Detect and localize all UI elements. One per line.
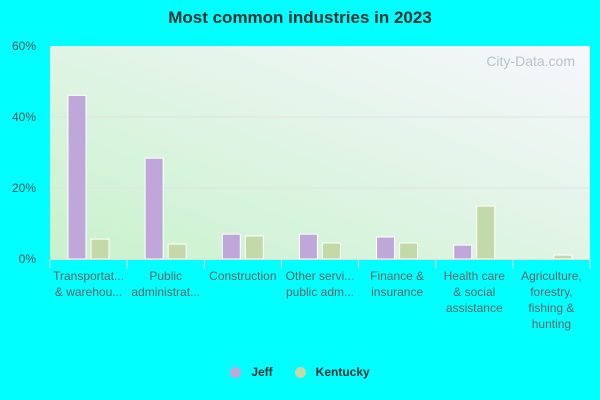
x-tick-label-line: & social — [453, 285, 495, 299]
bar-jeff — [144, 157, 164, 260]
y-tick-label: 0% — [19, 252, 37, 266]
x-tick-label-line: Finance & — [370, 269, 424, 283]
x-tick-label-line: forestry, — [530, 285, 572, 299]
bar-chart: City-Data.com Transportat... & warehou...… — [12, 39, 591, 331]
x-tick-label-line: insurance — [371, 285, 423, 299]
x-tick-label: Finance & insurance — [370, 269, 424, 299]
x-tick-label-line: Public — [149, 269, 182, 283]
x-tick-label-line: Construction — [209, 269, 276, 283]
y-tick-label: 20% — [12, 181, 36, 195]
x-tick-label: Construction — [209, 269, 276, 283]
bar-kentucky — [399, 242, 419, 260]
x-tick-label-line: Other servi... — [286, 269, 355, 283]
bar-kentucky — [321, 242, 341, 260]
x-tick-label-line: administrat... — [131, 285, 200, 299]
bar-kentucky — [476, 205, 496, 260]
x-tick-label: Transportat... & warehou... — [53, 269, 124, 299]
plot-background — [50, 46, 590, 259]
x-tick-label-line: assistance — [446, 301, 503, 315]
x-tick-label: Public administrat... — [131, 269, 200, 299]
x-tick-label-line: public adm... — [286, 285, 354, 299]
bar-jeff — [67, 94, 87, 260]
bar-jeff — [376, 236, 396, 260]
x-tick-label: Agriculture, forestry, fishing & hunting — [521, 269, 582, 331]
y-tick-label: 40% — [12, 110, 36, 124]
legend-swatch-kentucky — [294, 366, 306, 378]
bar-kentucky — [167, 243, 187, 260]
legend-item-kentucky[interactable]: Kentucky — [294, 365, 370, 379]
bar-jeff — [298, 233, 318, 260]
x-tick-label-line: hunting — [532, 317, 571, 331]
x-tick-label-line: Agriculture, — [521, 269, 582, 283]
bar-kentucky — [553, 254, 573, 260]
bar-kentucky — [90, 238, 110, 260]
x-tick-label: Other servi... public adm... — [286, 269, 355, 299]
y-tick-label: 60% — [12, 39, 36, 53]
bar-kentucky — [244, 235, 264, 260]
bar-jeff — [221, 233, 241, 260]
x-tick-label-line: fishing & — [528, 301, 574, 315]
x-tick-label-line: Transportat... — [53, 269, 124, 283]
bar-jeff — [453, 244, 473, 260]
x-tick-label-line: & warehou... — [55, 285, 122, 299]
watermark: City-Data.com — [486, 53, 575, 69]
legend-label-kentucky: Kentucky — [315, 365, 370, 379]
x-tick-label-line: Health care — [444, 269, 506, 283]
x-tick-label: Health care & social assistance — [444, 269, 506, 315]
legend: Jeff Kentucky — [0, 365, 600, 379]
legend-swatch-jeff — [230, 366, 242, 378]
legend-label-jeff: Jeff — [251, 365, 273, 379]
chart-title: Most common industries in 2023 — [168, 8, 432, 27]
legend-item-jeff[interactable]: Jeff — [230, 365, 273, 379]
